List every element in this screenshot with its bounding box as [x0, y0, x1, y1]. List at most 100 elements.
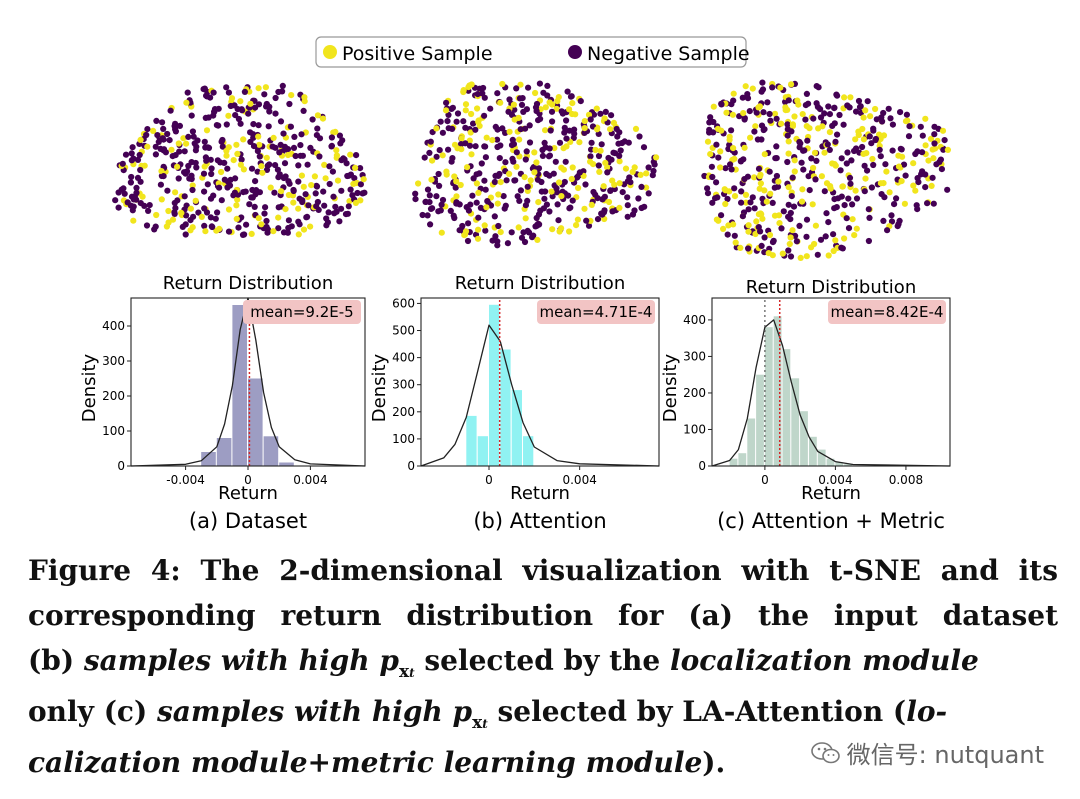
- caption-math-p: p: [452, 695, 473, 728]
- tsne-point-negative: [464, 237, 472, 245]
- tsne-point-negative: [295, 178, 302, 185]
- x-axis-label: Return: [801, 483, 861, 504]
- tsne-point-negative: [645, 190, 652, 197]
- tsne-point-negative: [337, 140, 344, 147]
- tsne-point-negative: [864, 167, 871, 174]
- tsne-point-positive: [556, 179, 563, 186]
- tsne-point-negative: [924, 200, 931, 207]
- tsne-point-negative: [250, 134, 257, 141]
- tsne-point-negative: [473, 199, 480, 206]
- tsne-point-negative: [159, 119, 166, 126]
- tsne-point-negative: [849, 201, 856, 208]
- tsne-plot-c: [701, 79, 952, 261]
- tsne-point-negative: [554, 201, 561, 208]
- tsne-point-positive: [569, 100, 576, 107]
- tsne-point-negative: [261, 210, 268, 217]
- tsne-point-negative: [256, 153, 263, 160]
- tsne-point-negative: [241, 88, 248, 95]
- tsne-point-positive: [753, 218, 760, 225]
- tsne-point-positive: [827, 183, 834, 190]
- y-tick-label: 400: [392, 351, 415, 365]
- tsne-point-negative: [627, 179, 634, 186]
- tsne-point-positive: [278, 188, 285, 195]
- tsne-point-negative: [179, 223, 186, 230]
- tsne-point-negative: [884, 227, 891, 234]
- tsne-point-negative: [309, 116, 316, 123]
- y-tick-label: 0: [117, 459, 125, 473]
- tsne-point-negative: [877, 153, 884, 160]
- tsne-point-negative: [526, 122, 533, 129]
- tsne-point-negative: [190, 213, 197, 220]
- tsne-point-positive: [255, 133, 262, 140]
- tsne-point-positive: [510, 101, 517, 108]
- tsne-point-positive: [616, 180, 623, 187]
- tsne-point-negative: [937, 156, 945, 163]
- tsne-point-negative: [494, 136, 501, 143]
- tsne-point-negative: [522, 125, 529, 132]
- tsne-point-negative: [796, 138, 803, 146]
- tsne-point-negative: [853, 195, 861, 202]
- mean-label: mean=4.71E-4: [540, 303, 653, 321]
- tsne-point-negative: [445, 125, 452, 132]
- tsne-point-positive: [880, 180, 887, 187]
- tsne-point-negative: [712, 195, 719, 202]
- tsne-point-positive: [637, 171, 644, 178]
- tsne-point-positive: [234, 150, 241, 157]
- tsne-point-negative: [426, 192, 433, 199]
- tsne-point-negative: [722, 165, 729, 172]
- tsne-point-negative: [424, 186, 432, 193]
- tsne-point-negative: [713, 141, 720, 148]
- tsne-point-negative: [758, 88, 765, 95]
- tsne-point-negative: [347, 186, 354, 193]
- tsne-point-negative: [299, 198, 306, 206]
- histogram-bar: [747, 418, 756, 466]
- tsne-point-negative: [474, 91, 481, 98]
- tsne-point-negative: [354, 189, 361, 197]
- tsne-point-negative: [219, 136, 226, 144]
- tsne-point-positive: [771, 110, 779, 117]
- tsne-point-negative: [508, 142, 516, 149]
- tsne-point-positive: [542, 127, 549, 134]
- tsne-point-positive: [474, 235, 482, 242]
- tsne-point-negative: [216, 184, 223, 191]
- tsne-point-positive: [551, 145, 558, 152]
- tsne-point-negative: [153, 117, 160, 124]
- tsne-point-positive: [811, 149, 819, 156]
- tsne-point-negative: [535, 220, 542, 227]
- tsne-point-positive: [461, 231, 469, 238]
- tsne-point-positive: [506, 170, 513, 177]
- tsne-point-negative: [801, 147, 808, 154]
- plot-frame: [420, 297, 660, 467]
- tsne-point-positive: [616, 158, 623, 165]
- tsne-point-negative: [128, 150, 135, 157]
- tsne-point-negative: [870, 161, 877, 169]
- tsne-point-negative: [279, 82, 286, 89]
- tsne-point-positive: [506, 128, 513, 135]
- tsne-point-negative: [357, 165, 364, 172]
- tsne-point-negative: [439, 196, 447, 204]
- mean-label-box: [828, 300, 946, 324]
- tsne-point-negative: [167, 107, 174, 114]
- tsne-point-positive: [573, 222, 580, 229]
- tsne-point-negative: [728, 166, 735, 173]
- tsne-point-negative: [773, 155, 780, 162]
- tsne-point-negative: [160, 147, 167, 154]
- tsne-point-negative: [536, 80, 544, 87]
- x-tick-label: 0: [485, 473, 493, 487]
- histogram-bar: [791, 378, 800, 466]
- tsne-point-negative: [481, 177, 488, 184]
- tsne-point-positive: [311, 173, 318, 180]
- tsne-point-negative: [882, 161, 889, 168]
- tsne-point-positive: [240, 166, 247, 173]
- tsne-point-negative: [843, 215, 850, 222]
- histogram-title: Return Distribution: [163, 273, 333, 294]
- tsne-point-positive: [542, 104, 549, 111]
- tsne-point-negative: [323, 215, 330, 222]
- tsne-point-negative: [137, 178, 144, 185]
- tsne-point-positive: [458, 146, 465, 153]
- tsne-point-negative: [304, 161, 311, 168]
- histogram-bar: [216, 438, 232, 466]
- tsne-point-negative: [784, 158, 791, 166]
- y-tick-label: 100: [392, 432, 415, 446]
- tsne-point-negative: [940, 146, 947, 153]
